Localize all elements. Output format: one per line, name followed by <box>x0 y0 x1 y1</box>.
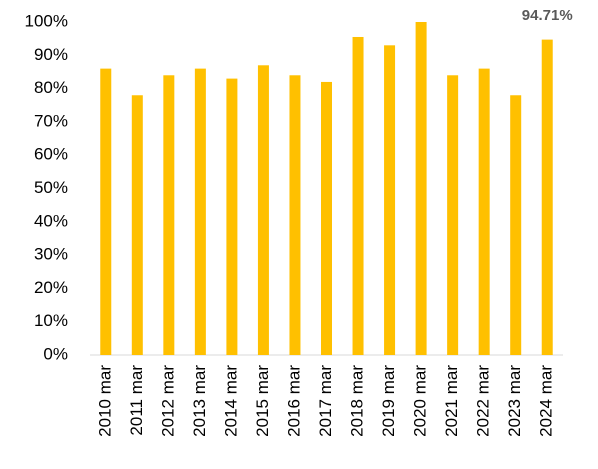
bar <box>100 68 112 356</box>
bar <box>352 36 364 356</box>
x-tick-label: 2019 mar <box>379 365 398 437</box>
y-tick-label: 60% <box>34 145 68 164</box>
y-tick-label: 40% <box>34 211 68 230</box>
bar <box>226 78 238 356</box>
bar <box>194 68 206 356</box>
x-tick-label: 2014 mar <box>221 365 240 437</box>
bar <box>541 39 553 356</box>
bar <box>510 95 522 355</box>
y-tick-label: 90% <box>34 45 68 64</box>
y-tick-label: 100% <box>25 11 68 30</box>
bar <box>289 75 301 355</box>
bar <box>131 95 143 355</box>
x-tick-label: 2024 mar <box>537 365 556 437</box>
bar <box>415 22 427 355</box>
bar <box>257 65 269 355</box>
bar <box>384 45 396 356</box>
x-tick-label: 2013 mar <box>190 365 209 437</box>
x-tick-label: 2012 mar <box>158 365 177 437</box>
x-tick-label: 2017 mar <box>316 365 335 437</box>
y-tick-label: 10% <box>34 311 68 330</box>
bar <box>321 81 332 355</box>
x-tick-label: 2011 mar <box>127 365 146 436</box>
x-tick-label: 2018 mar <box>348 365 367 437</box>
x-tick-label: 2022 mar <box>474 365 493 437</box>
x-tick-label: 2020 mar <box>411 365 430 437</box>
x-tick-label: 2023 mar <box>505 365 524 437</box>
bar <box>163 75 175 355</box>
y-tick-label: 80% <box>34 78 68 97</box>
x-tick-label: 2021 mar <box>442 365 461 437</box>
y-tick-label: 30% <box>34 245 68 264</box>
x-tick-label: 2015 mar <box>253 365 272 437</box>
y-tick-label: 20% <box>34 278 68 297</box>
y-tick-label: 50% <box>34 178 68 197</box>
value-label: 94.71% <box>522 7 573 24</box>
y-tick-label: 70% <box>34 111 68 130</box>
y-tick-label: 0% <box>43 344 68 363</box>
x-tick-label: 2016 mar <box>284 365 303 437</box>
x-tick-label: 2010 mar <box>95 365 114 437</box>
bar <box>478 68 490 356</box>
bar <box>447 75 459 355</box>
